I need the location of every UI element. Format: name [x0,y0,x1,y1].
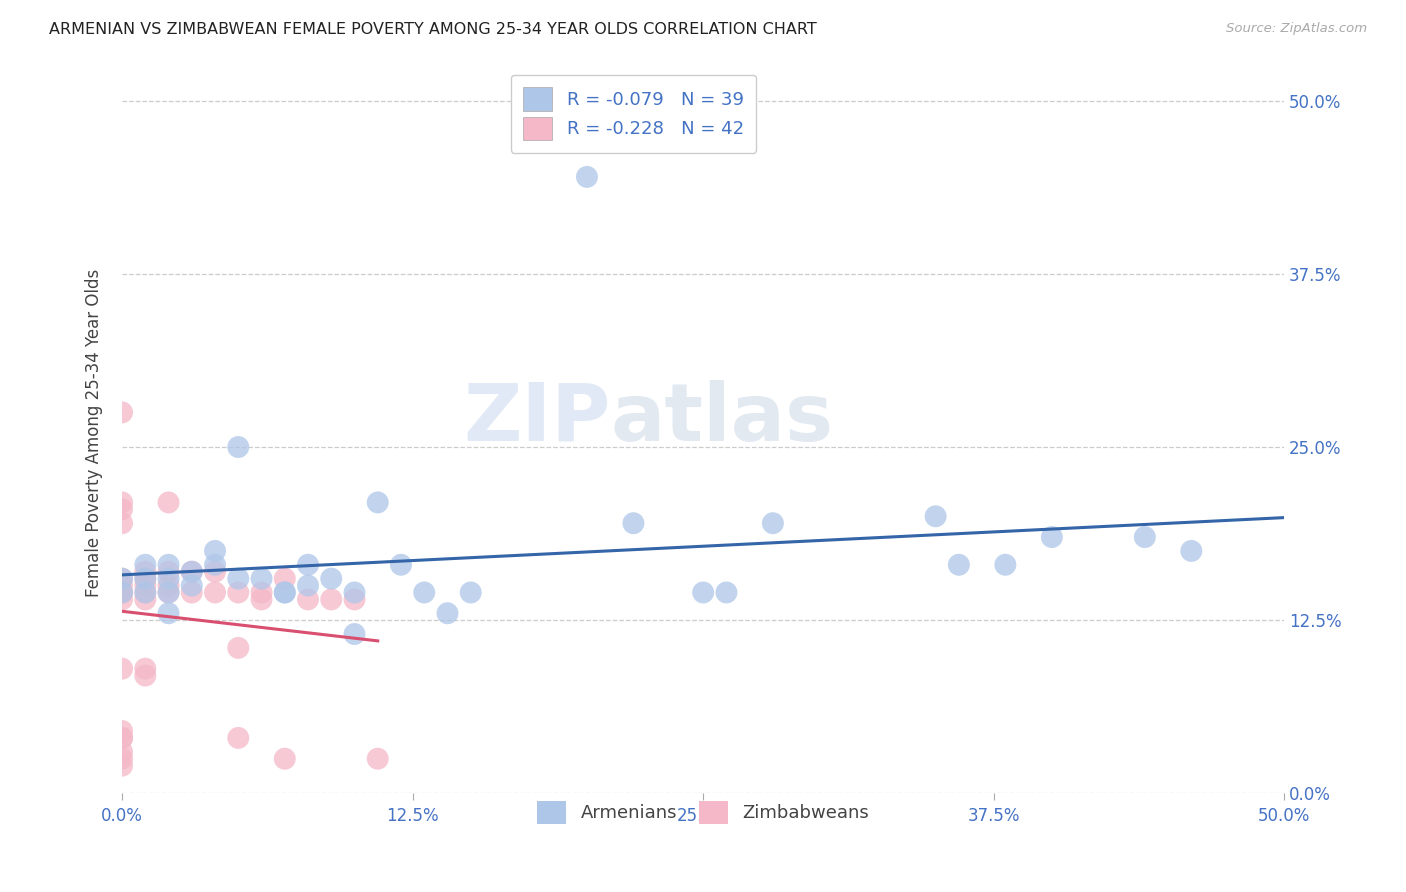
Point [250,585,273,599]
Point [111,502,134,516]
Point [157,565,180,579]
Point [1133,530,1156,544]
Point [134,572,156,586]
Point [297,592,319,607]
Point [297,578,319,592]
Point [111,585,134,599]
Point [111,572,134,586]
Point [716,585,738,599]
Point [134,558,156,572]
Point [692,585,714,599]
Point [157,607,180,621]
Point [460,585,482,599]
Y-axis label: Female Poverty Among 25-34 Year Olds: Female Poverty Among 25-34 Year Olds [86,269,103,598]
Point [134,668,156,682]
Point [111,592,134,607]
Point [157,558,180,572]
Point [343,592,366,607]
Point [343,627,366,641]
Point [134,585,156,599]
Point [367,495,389,509]
Point [111,752,134,766]
Point [226,572,249,586]
Point [762,516,785,531]
Point [111,516,134,531]
Text: atlas: atlas [610,380,834,458]
Point [948,558,970,572]
Point [204,565,226,579]
Point [111,585,134,599]
Point [367,752,389,766]
Point [111,572,134,586]
Point [274,752,297,766]
Point [157,585,180,599]
Point [111,578,134,592]
Point [111,731,134,745]
Point [1040,530,1063,544]
Point [180,565,202,579]
Point [250,592,273,607]
Point [157,578,180,592]
Text: ZIP: ZIP [463,380,610,458]
Point [134,662,156,676]
Point [413,585,436,599]
Point [274,585,297,599]
Point [994,558,1017,572]
Point [226,640,249,655]
Point [111,495,134,509]
Point [111,405,134,419]
Point [134,585,156,599]
Point [343,585,366,599]
Point [157,572,180,586]
Point [389,558,412,572]
Point [180,565,202,579]
Point [250,572,273,586]
Point [321,592,343,607]
Point [226,731,249,745]
Point [180,585,202,599]
Point [924,509,946,524]
Point [204,585,226,599]
Point [226,440,249,454]
Point [134,592,156,607]
Point [180,578,202,592]
Point [204,558,226,572]
Text: ARMENIAN VS ZIMBABWEAN FEMALE POVERTY AMONG 25-34 YEAR OLDS CORRELATION CHART: ARMENIAN VS ZIMBABWEAN FEMALE POVERTY AM… [49,22,817,37]
Point [111,662,134,676]
Point [274,585,297,599]
Point [111,585,134,599]
Point [157,495,180,509]
Point [226,585,249,599]
Point [204,544,226,558]
Point [321,572,343,586]
Point [436,607,458,621]
Text: Source: ZipAtlas.com: Source: ZipAtlas.com [1226,22,1367,36]
Point [111,758,134,772]
Point [134,578,156,592]
Point [575,169,598,184]
Point [134,572,156,586]
Point [134,565,156,579]
Legend: Armenians, Zimbabweans: Armenians, Zimbabweans [527,790,880,835]
Point [111,731,134,745]
Point [157,585,180,599]
Point [111,724,134,739]
Point [1180,544,1202,558]
Point [297,558,319,572]
Point [623,516,645,531]
Point [111,745,134,759]
Point [274,572,297,586]
